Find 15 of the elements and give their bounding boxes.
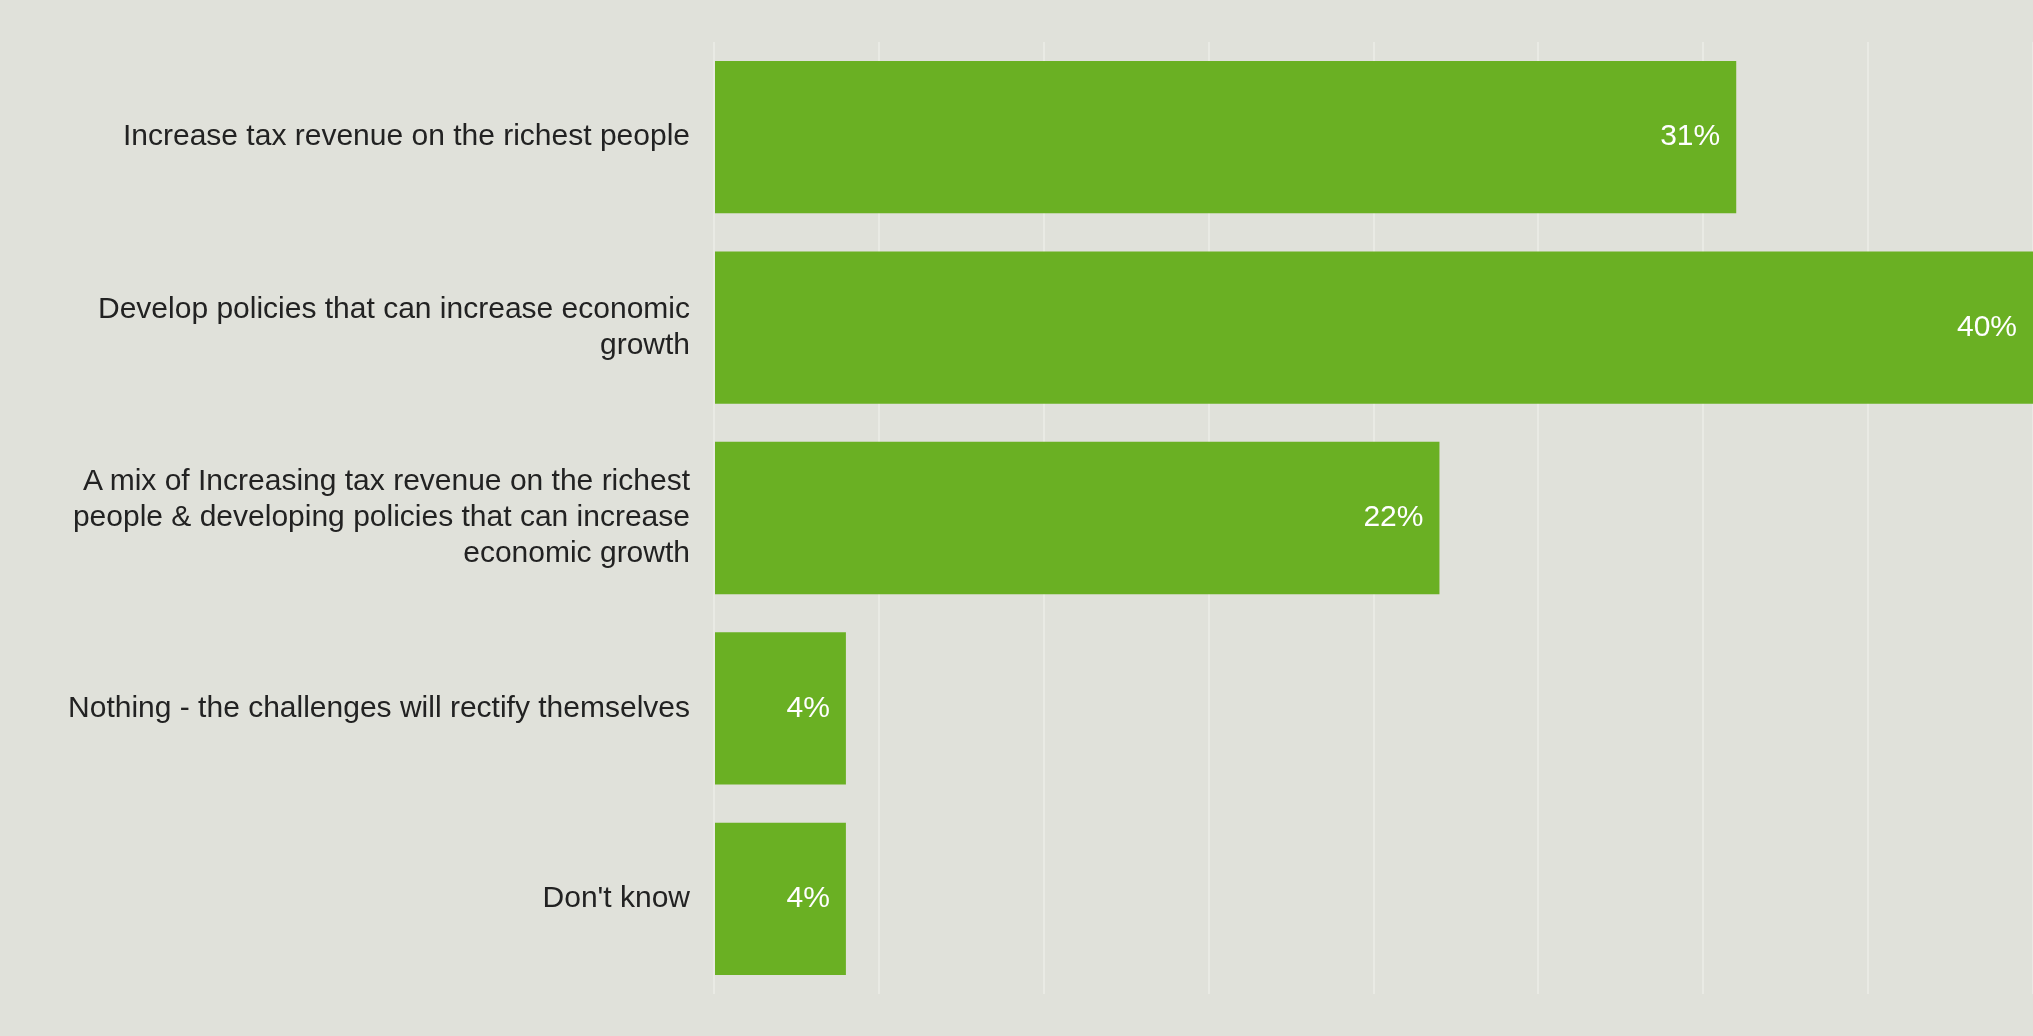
y-tick-label: Develop policies that can increase economic growth	[98, 290, 690, 360]
y-tick-label: Nothing - the challenges will rectify themselves	[68, 689, 690, 723]
data-label: 31%	[1660, 118, 1721, 152]
y-tick-label: A mix of Increasing tax revenue on the richest people & developing policies that can increase economic growth	[72, 463, 691, 569]
y-tick-label: Increase tax revenue on the richest people	[122, 118, 690, 152]
bar	[715, 441, 1440, 595]
data-label: 4%	[786, 689, 830, 723]
y-tick-label: Don't know	[542, 880, 691, 914]
bar	[715, 251, 2033, 404]
bar	[715, 632, 846, 785]
data-label: 40%	[1956, 308, 2017, 342]
bar	[715, 61, 1737, 214]
data-label: 22%	[1363, 499, 1424, 533]
bar	[715, 822, 846, 975]
data-label: 4%	[786, 880, 830, 914]
